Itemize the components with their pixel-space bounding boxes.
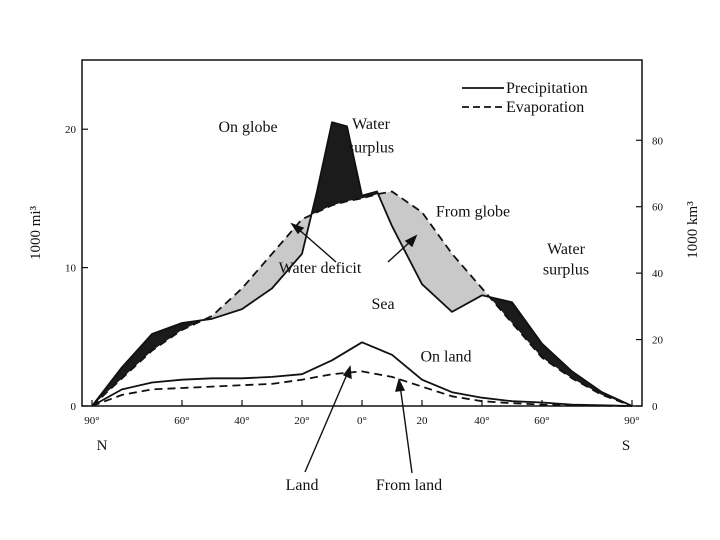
bottom-axis: 90° 60° 40° 20° 0° 20 40° 60° 90° bbox=[84, 400, 640, 427]
arrowhead-deficit-left bbox=[290, 222, 305, 235]
globe-precipitation-line bbox=[91, 121, 633, 407]
annotation-label: On globe bbox=[218, 119, 277, 136]
right-axis: 0 20 40 60 80 bbox=[636, 135, 664, 413]
left-tick-label: 0 bbox=[71, 401, 77, 413]
bottom-tick-label: 60° bbox=[534, 415, 549, 427]
left-axis: 0 10 20 bbox=[65, 124, 88, 413]
annotation-label: Water deficit bbox=[279, 260, 362, 277]
arrow-deficit-right bbox=[387, 239, 413, 263]
right-tick-label: 20 bbox=[652, 335, 664, 347]
annotation-label: Water bbox=[547, 241, 585, 258]
arrowhead-deficit-right bbox=[404, 234, 418, 248]
annotation-label: surplus bbox=[348, 140, 394, 157]
from-land-label: From land bbox=[376, 477, 442, 494]
left-axis-label: 1000 mi³ bbox=[28, 205, 44, 260]
annotation-label: Sea bbox=[371, 296, 394, 313]
arrow-deficit-left bbox=[295, 226, 337, 263]
annotations: On globe Water surplus From globe Water surpl… bbox=[218, 116, 589, 366]
right-tick-label: 80 bbox=[652, 135, 664, 147]
arrow-from-land bbox=[399, 384, 413, 474]
left-tick-label: 10 bbox=[65, 263, 77, 275]
bottom-tick-label: 20° bbox=[294, 415, 309, 427]
bottom-tick-label: 20 bbox=[417, 415, 429, 427]
legend: Precipitation Evaporation bbox=[462, 80, 588, 116]
bottom-tick-label: 90° bbox=[84, 415, 99, 427]
north-label: N bbox=[97, 438, 108, 454]
surplus-region-2 bbox=[491, 297, 631, 406]
surplus-region-0 bbox=[93, 320, 203, 405]
annotation-label: Water bbox=[352, 116, 390, 133]
right-tick-label: 0 bbox=[652, 401, 658, 413]
bottom-tick-label: 40° bbox=[474, 415, 489, 427]
bottom-tick-label: 0° bbox=[357, 415, 367, 427]
right-tick-label: 60 bbox=[652, 202, 664, 214]
pointer-arrows bbox=[290, 222, 418, 474]
legend-precipitation-label: Precipitation bbox=[506, 80, 588, 97]
arrow-land bbox=[304, 371, 349, 473]
deficit-region-0 bbox=[204, 215, 311, 320]
annotation-label: On land bbox=[420, 349, 471, 366]
globe-evaporation-line bbox=[91, 190, 633, 407]
arrowhead-from-land bbox=[395, 378, 406, 392]
deficit-region-1 bbox=[378, 191, 490, 312]
south-label: S bbox=[622, 438, 630, 454]
land-label: Land bbox=[286, 477, 319, 494]
bottom-tick-label: 90° bbox=[624, 415, 639, 427]
bottom-tick-label: 60° bbox=[174, 415, 189, 427]
right-axis-label: 1000 km³ bbox=[685, 201, 701, 259]
annotation-label: From globe bbox=[436, 203, 510, 220]
legend-evaporation-label: Evaporation bbox=[506, 99, 584, 116]
arrowhead-land bbox=[342, 365, 352, 380]
annotation-label: surplus bbox=[543, 262, 589, 279]
bottom-tick-label: 40° bbox=[234, 415, 249, 427]
left-tick-label: 20 bbox=[65, 124, 77, 136]
right-tick-label: 40 bbox=[652, 268, 664, 280]
